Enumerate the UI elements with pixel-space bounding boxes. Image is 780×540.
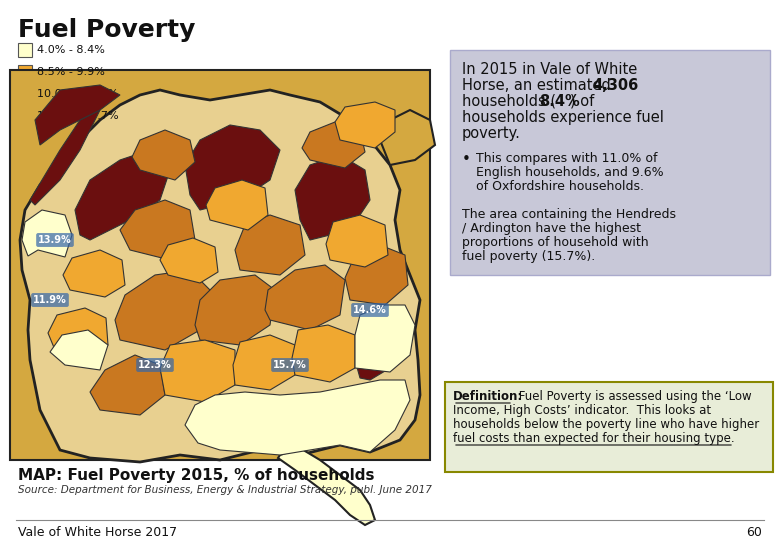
Text: 4.0% - 8.4%: 4.0% - 8.4% — [37, 45, 105, 55]
Text: Definition:: Definition: — [453, 390, 523, 403]
Text: The area containing the Hendreds: The area containing the Hendreds — [462, 208, 676, 221]
Polygon shape — [326, 215, 388, 267]
Text: 15.7%: 15.7% — [273, 360, 307, 370]
Text: Vale of White Horse 2017: Vale of White Horse 2017 — [18, 526, 177, 539]
Polygon shape — [235, 215, 305, 275]
FancyBboxPatch shape — [18, 65, 32, 79]
Polygon shape — [20, 90, 420, 462]
Polygon shape — [355, 305, 415, 372]
Polygon shape — [355, 325, 400, 380]
Text: fuel poverty (15.7%).: fuel poverty (15.7%). — [462, 250, 595, 263]
FancyBboxPatch shape — [18, 109, 32, 123]
Polygon shape — [63, 250, 125, 297]
Polygon shape — [335, 102, 395, 148]
Text: 11.1% - 15.7%: 11.1% - 15.7% — [37, 111, 119, 121]
Text: 8.4%: 8.4% — [539, 94, 580, 109]
Polygon shape — [115, 270, 210, 350]
Text: households below the poverty line who have higher: households below the poverty line who ha… — [453, 418, 759, 431]
Text: Horse, an estimated: Horse, an estimated — [462, 78, 615, 93]
Polygon shape — [48, 308, 108, 357]
Text: ) of: ) of — [570, 94, 594, 109]
Text: 4,306: 4,306 — [592, 78, 638, 93]
Polygon shape — [233, 335, 295, 390]
Polygon shape — [75, 150, 170, 240]
Text: Source: Department for Business, Energy & Industrial Strategy, publ. June 2017: Source: Department for Business, Energy … — [18, 485, 432, 495]
Polygon shape — [22, 210, 72, 257]
Polygon shape — [90, 355, 165, 415]
Polygon shape — [160, 340, 235, 402]
Polygon shape — [120, 200, 195, 260]
Polygon shape — [295, 155, 370, 240]
Polygon shape — [35, 85, 120, 145]
Polygon shape — [185, 125, 280, 210]
Text: This compares with 11.0% of: This compares with 11.0% of — [476, 152, 658, 165]
Polygon shape — [132, 130, 195, 180]
Text: Fuel Poverty is assessed using the ‘Low: Fuel Poverty is assessed using the ‘Low — [515, 390, 752, 403]
Text: households experience fuel: households experience fuel — [462, 110, 664, 125]
Text: poverty.: poverty. — [462, 126, 521, 141]
Text: English households, and 9.6%: English households, and 9.6% — [476, 166, 664, 179]
FancyBboxPatch shape — [10, 70, 430, 460]
Polygon shape — [292, 325, 355, 382]
FancyBboxPatch shape — [445, 382, 773, 472]
Text: households (: households ( — [462, 94, 556, 109]
Polygon shape — [30, 110, 100, 205]
FancyBboxPatch shape — [450, 50, 770, 275]
Polygon shape — [50, 330, 108, 370]
Polygon shape — [380, 110, 435, 165]
Polygon shape — [345, 245, 408, 305]
Text: 60: 60 — [746, 526, 762, 539]
Text: Fuel Poverty: Fuel Poverty — [18, 18, 195, 42]
Text: 13.9%: 13.9% — [38, 235, 72, 245]
Polygon shape — [206, 180, 268, 230]
Text: 11.9%: 11.9% — [33, 295, 67, 305]
Text: 14.6%: 14.6% — [353, 305, 387, 315]
Text: 8.5% - 9.9%: 8.5% - 9.9% — [37, 67, 105, 77]
Text: fuel costs than expected for their housing type.: fuel costs than expected for their housi… — [453, 432, 735, 445]
FancyBboxPatch shape — [18, 43, 32, 57]
Text: proportions of household with: proportions of household with — [462, 236, 649, 249]
Polygon shape — [302, 122, 365, 168]
Text: MAP: Fuel Poverty 2015, % of households: MAP: Fuel Poverty 2015, % of households — [18, 468, 374, 483]
Text: 12.3%: 12.3% — [138, 360, 172, 370]
FancyBboxPatch shape — [18, 87, 32, 101]
Text: •: • — [462, 152, 471, 167]
Text: 10.0% - 11.0%: 10.0% - 11.0% — [37, 89, 119, 99]
Polygon shape — [278, 448, 375, 525]
Text: In 2015 in Vale of White: In 2015 in Vale of White — [462, 62, 637, 77]
Text: / Ardington have the highest: / Ardington have the highest — [462, 222, 641, 235]
Text: Income, High Costs’ indicator.  This looks at: Income, High Costs’ indicator. This look… — [453, 404, 711, 417]
Polygon shape — [185, 380, 410, 455]
Polygon shape — [195, 275, 275, 345]
Text: of Oxfordshire households.: of Oxfordshire households. — [476, 180, 644, 193]
Polygon shape — [265, 265, 345, 330]
Polygon shape — [160, 238, 218, 283]
